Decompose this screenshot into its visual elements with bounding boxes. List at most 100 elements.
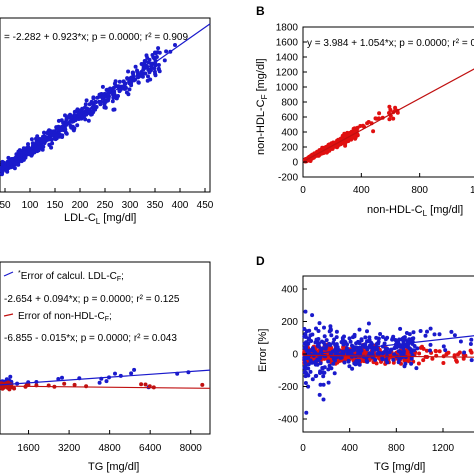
panel-d-point bbox=[441, 344, 446, 349]
panel-d-point bbox=[423, 333, 428, 338]
legend-red-equation: -6.855 - 0.015*x; p = 0.0000; r² = 0.043 bbox=[4, 333, 177, 344]
panel-c-regression-red bbox=[0, 385, 211, 389]
panel-d-point bbox=[441, 361, 446, 365]
panel-c-point bbox=[113, 371, 117, 376]
panel-d-point bbox=[304, 340, 309, 345]
panel-d-point bbox=[432, 332, 437, 337]
panel-d-point bbox=[327, 363, 332, 368]
panel-a-point bbox=[156, 46, 161, 51]
panel-d-point bbox=[462, 350, 467, 355]
panel-b-point bbox=[387, 104, 392, 109]
panel-a-x-tick-label: 300 bbox=[122, 200, 139, 211]
panel-d-point bbox=[414, 366, 419, 371]
panel-d-point bbox=[468, 348, 473, 353]
panel-a-point bbox=[125, 76, 130, 81]
panel-a-point bbox=[113, 79, 118, 84]
panel-d-point bbox=[402, 364, 407, 369]
panel-a-point bbox=[60, 135, 65, 139]
panel-a-point bbox=[117, 79, 122, 84]
panel-d-point bbox=[416, 361, 421, 366]
panel-b-point bbox=[377, 111, 382, 116]
panel-d-point bbox=[322, 334, 327, 339]
panel-d-x-tick-label: 0 bbox=[300, 443, 306, 454]
panel-a-point bbox=[17, 148, 22, 153]
panel-a-point bbox=[50, 141, 55, 146]
panel-b-y-tick-label: 1600 bbox=[276, 38, 299, 49]
panel-d-point bbox=[304, 410, 309, 415]
panel-d-y-ticks: 400 200 0 -200 -400 bbox=[278, 285, 307, 426]
panel-d-point bbox=[303, 332, 308, 336]
panel-d-point bbox=[384, 357, 389, 362]
panel-d-point bbox=[390, 336, 395, 341]
panel-a-point bbox=[89, 112, 94, 117]
panel-a-point bbox=[61, 120, 66, 125]
panel-a-point bbox=[75, 107, 80, 112]
panel-d-x-tick-label: 800 bbox=[388, 443, 405, 454]
panel-a-point bbox=[72, 109, 77, 114]
panel-a-point bbox=[41, 144, 46, 149]
panel-d-point bbox=[376, 339, 381, 344]
panel-d-point bbox=[306, 362, 311, 367]
panel-d-point bbox=[425, 329, 429, 334]
panel-a-point bbox=[100, 84, 105, 89]
panel-c-x-tick-label: 4800 bbox=[99, 443, 122, 454]
panel-d-point bbox=[332, 371, 337, 376]
panel-a-point bbox=[75, 123, 80, 128]
panel-a-x-tick-label: 150 bbox=[47, 200, 64, 211]
panel-b-equation: y = 3.984 + 1.054*x; p = 0.0000; r² = 0.… bbox=[307, 38, 474, 49]
panel-d-point bbox=[310, 332, 315, 337]
panel-d-point bbox=[375, 351, 380, 356]
panel-b-y-tick-label: -200 bbox=[278, 173, 298, 184]
panel-d-point bbox=[417, 351, 422, 356]
panel-d-point bbox=[407, 332, 412, 337]
panel-a-point bbox=[22, 146, 27, 151]
panel-d-point bbox=[370, 342, 374, 347]
panel-a-point bbox=[87, 102, 92, 107]
panel-a-point bbox=[34, 136, 38, 141]
panel-d-point bbox=[357, 340, 362, 345]
panel-d-point bbox=[402, 335, 407, 340]
panel-d-point bbox=[315, 343, 320, 348]
panel-d-point bbox=[345, 342, 349, 347]
panel-b-point bbox=[366, 120, 371, 124]
panel-a-point bbox=[127, 87, 132, 92]
panel-d-point bbox=[303, 381, 308, 385]
panel-b-y-tick-label: 1800 bbox=[276, 23, 299, 34]
panel-d-point bbox=[366, 321, 371, 326]
panel-a-point bbox=[146, 67, 151, 72]
panel-b-point bbox=[343, 134, 348, 139]
panel-b-point bbox=[371, 129, 376, 134]
panel-a-point bbox=[72, 126, 77, 131]
panel-a-point bbox=[53, 137, 58, 142]
panel-c-point bbox=[8, 374, 13, 379]
panel-d-point bbox=[303, 367, 308, 371]
panel-d-point bbox=[428, 342, 433, 347]
panel-a-x-tick-label: 450 bbox=[197, 200, 214, 211]
panel-d-y-tick-label: 0 bbox=[292, 350, 298, 361]
panel-d-point bbox=[347, 336, 352, 341]
panel-d-point bbox=[352, 332, 357, 337]
panel-d-point bbox=[391, 357, 396, 362]
panel-d-point bbox=[373, 357, 378, 362]
panel-a-point bbox=[111, 95, 116, 100]
panel-d-point bbox=[332, 337, 337, 342]
panel-c-point bbox=[97, 380, 102, 385]
legend-red-line bbox=[3, 313, 14, 317]
panel-c-point bbox=[60, 375, 64, 380]
panel-d-point bbox=[324, 344, 329, 349]
panel-c-point bbox=[56, 377, 61, 381]
panel-a-point bbox=[6, 155, 11, 160]
panel-a-point bbox=[139, 62, 144, 66]
panel-d-point bbox=[428, 348, 432, 353]
panel-d-point bbox=[437, 349, 442, 354]
panel-a-point bbox=[83, 102, 88, 107]
panel-d-x-label: TG [mg/dl] bbox=[374, 461, 425, 473]
panel-d-point bbox=[352, 361, 357, 366]
panel-a-point bbox=[124, 90, 129, 95]
panel-a-point bbox=[63, 127, 68, 132]
panel-b-point bbox=[374, 116, 379, 121]
panel-a-x-tick-label: 350 bbox=[147, 200, 164, 211]
panel-d-point bbox=[389, 347, 394, 352]
panel-d-point bbox=[303, 374, 308, 379]
panel-d-scatter: D 400 200 0 -200 -400 0 400 800 1200 TG [mg/dl]… bbox=[256, 254, 474, 473]
